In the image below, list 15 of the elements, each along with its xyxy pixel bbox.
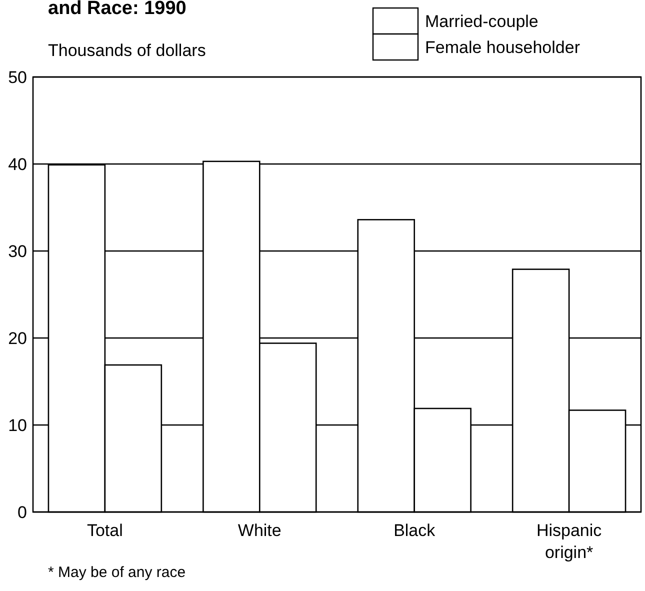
legend-label: Married-couple <box>425 12 538 31</box>
x-tick-label: Black <box>394 521 436 540</box>
chart-title: and Race: 1990 <box>48 0 186 19</box>
x-tick-label: Total <box>86 521 123 540</box>
y-tick-label: 0 <box>18 502 27 522</box>
x-tick-label: White <box>238 521 282 540</box>
y-tick-label: 50 <box>8 68 27 87</box>
text: * May be of any race <box>48 564 186 581</box>
y-tick-label: 10 <box>8 416 27 435</box>
y-axis-title: Thousands of dollars <box>48 41 206 60</box>
y-tick-label: 30 <box>8 242 27 261</box>
legend-label: Female householder <box>425 38 580 57</box>
x-tick-label: Hispanic origin* <box>536 521 602 562</box>
y-tick-label: 20 <box>8 328 27 348</box>
y-tick-label: 40 <box>8 154 27 174</box>
